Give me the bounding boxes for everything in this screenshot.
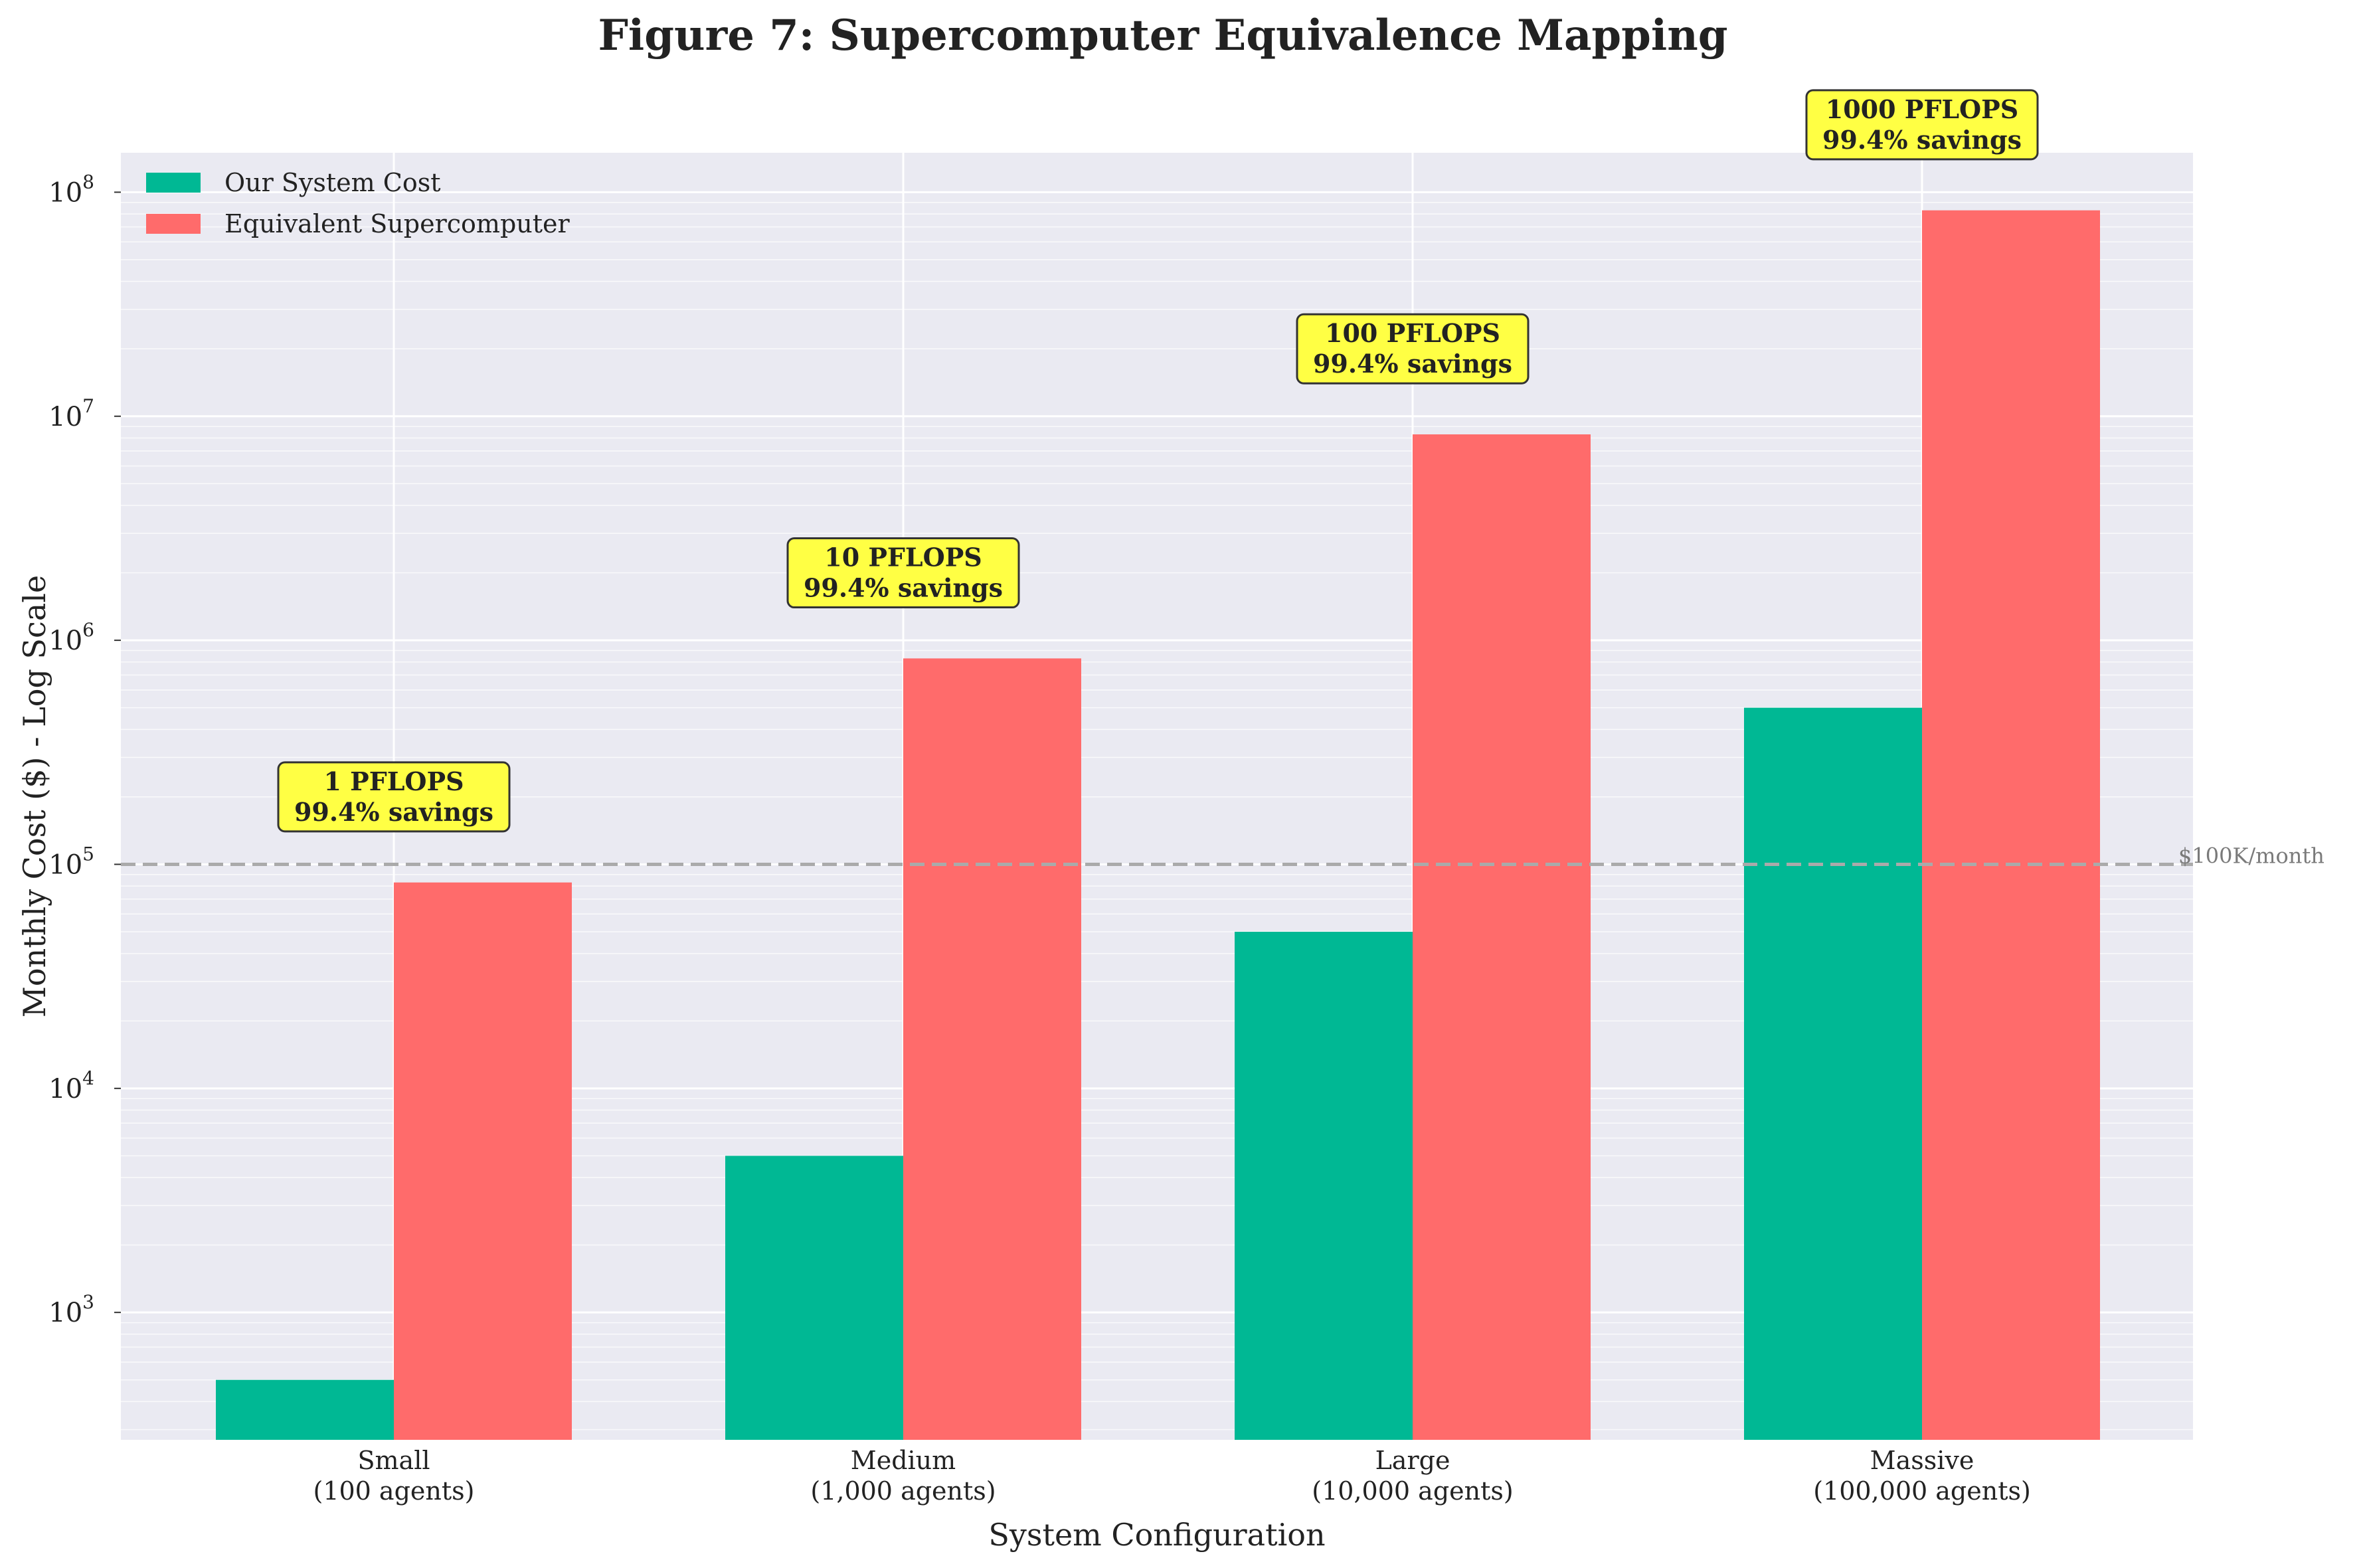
legend-swatch-supercomputer: [146, 214, 201, 234]
x-tick-agents: (100 agents): [313, 1476, 475, 1506]
y-axis-label: Monthly Cost ($) - Log Scale: [17, 575, 52, 1017]
annotation: 1000 PFLOPS99.4% savings: [1806, 90, 2038, 159]
y-tick-exponent: 6: [82, 619, 94, 641]
x-tick-name: Medium: [851, 1446, 956, 1475]
y-tick-exponent: 3: [82, 1291, 94, 1313]
x-tick-name: Large: [1375, 1446, 1450, 1475]
y-tick-exponent: 5: [82, 843, 94, 865]
bar-our-system-cost: [1744, 708, 1922, 1440]
x-tick-agents: (100,000 agents): [1813, 1476, 2031, 1506]
bar-our-system-cost: [216, 1380, 394, 1440]
y-tick-exponent: 8: [82, 171, 94, 193]
x-tick-agents: (10,000 agents): [1312, 1476, 1513, 1506]
x-tick-name: Massive: [1870, 1446, 1974, 1475]
y-tick-exponent: 4: [82, 1067, 94, 1089]
bar-our-system-cost: [1235, 932, 1413, 1440]
annotation-savings: 99.4% savings: [1822, 125, 2022, 155]
annotation: 10 PFLOPS99.4% savings: [788, 539, 1019, 608]
annotation-savings: 99.4% savings: [1313, 349, 1512, 379]
bar-our-system-cost: [725, 1156, 903, 1440]
bar-equivalent-supercomputer: [903, 658, 1081, 1440]
y-tick-exponent: 7: [82, 395, 94, 417]
annotation-flops: 100 PFLOPS: [1325, 318, 1500, 348]
annotation-flops: 1 PFLOPS: [323, 766, 464, 796]
bar-equivalent-supercomputer: [1413, 434, 1591, 1440]
bar-equivalent-supercomputer: [394, 883, 572, 1440]
x-tick-name: Small: [357, 1446, 430, 1475]
chart-title: Figure 7: Supercomputer Equivalence Mapp…: [598, 11, 1727, 60]
x-axis-label: System Configuration: [988, 1517, 1325, 1553]
annotation: 100 PFLOPS99.4% savings: [1297, 314, 1528, 383]
annotation-savings: 99.4% savings: [804, 573, 1003, 603]
annotation: 1 PFLOPS99.4% savings: [278, 762, 509, 831]
x-tick-agents: (1,000 agents): [810, 1476, 996, 1506]
reference-line-label: $100K/month: [2178, 843, 2324, 868]
legend-swatch-our-system: [146, 173, 201, 193]
annotation-flops: 1000 PFLOPS: [1826, 94, 2018, 124]
legend-label: Equivalent Supercomputer: [224, 209, 570, 238]
annotation-savings: 99.4% savings: [294, 797, 493, 827]
bar-equivalent-supercomputer: [1922, 211, 2100, 1440]
annotation-flops: 10 PFLOPS: [824, 543, 982, 572]
legend-label: Our System Cost: [224, 168, 440, 197]
